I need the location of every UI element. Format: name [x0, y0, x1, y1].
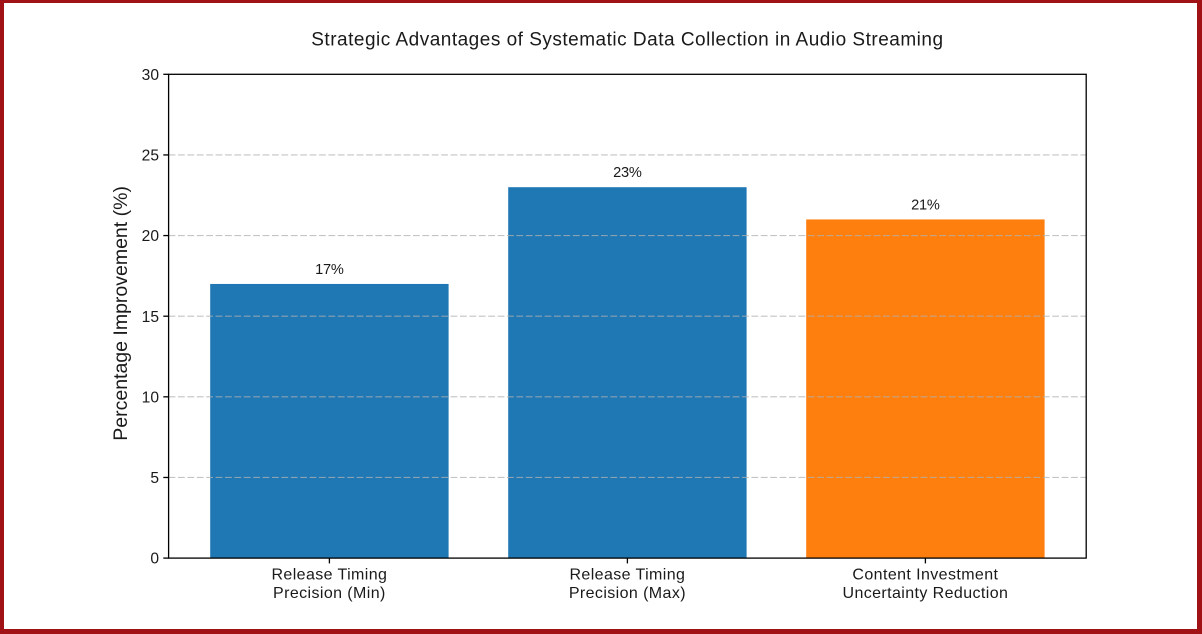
svg-text:10: 10 [142, 389, 160, 406]
svg-text:5: 5 [150, 470, 159, 487]
svg-text:20: 20 [142, 228, 160, 245]
svg-text:23%: 23% [613, 165, 642, 181]
svg-text:30: 30 [142, 67, 160, 84]
svg-text:Content Investment: Content Investment [852, 567, 998, 584]
svg-text:0: 0 [150, 551, 159, 568]
svg-text:Release Timing: Release Timing [569, 567, 685, 584]
svg-text:Release Timing: Release Timing [271, 567, 387, 584]
svg-text:25: 25 [142, 148, 160, 165]
svg-text:Strategic Advantages of System: Strategic Advantages of Systematic Data … [311, 29, 943, 50]
svg-text:21%: 21% [911, 197, 940, 213]
svg-text:Precision (Max): Precision (Max) [569, 585, 686, 602]
svg-text:17%: 17% [315, 262, 344, 278]
svg-text:Percentage Improvement (%): Percentage Improvement (%) [110, 186, 132, 441]
svg-text:Uncertainty Reduction: Uncertainty Reduction [842, 585, 1008, 602]
svg-text:Precision (Min): Precision (Min) [273, 585, 386, 602]
svg-text:15: 15 [142, 309, 160, 326]
